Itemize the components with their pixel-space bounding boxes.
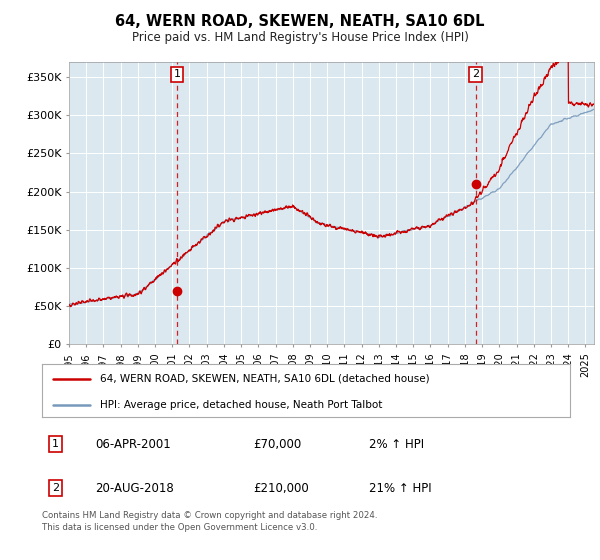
Text: Contains HM Land Registry data © Crown copyright and database right 2024.
This d: Contains HM Land Registry data © Crown c… bbox=[42, 511, 377, 531]
Text: £70,000: £70,000 bbox=[253, 438, 301, 451]
Text: 21% ↑ HPI: 21% ↑ HPI bbox=[370, 482, 432, 494]
Text: 1: 1 bbox=[173, 69, 181, 80]
Text: Price paid vs. HM Land Registry's House Price Index (HPI): Price paid vs. HM Land Registry's House … bbox=[131, 31, 469, 44]
Text: 1: 1 bbox=[52, 439, 59, 449]
Text: HPI: Average price, detached house, Neath Port Talbot: HPI: Average price, detached house, Neat… bbox=[100, 400, 382, 410]
Text: £210,000: £210,000 bbox=[253, 482, 309, 494]
Text: 06-APR-2001: 06-APR-2001 bbox=[95, 438, 170, 451]
Text: 64, WERN ROAD, SKEWEN, NEATH, SA10 6DL: 64, WERN ROAD, SKEWEN, NEATH, SA10 6DL bbox=[115, 14, 485, 29]
Text: 20-AUG-2018: 20-AUG-2018 bbox=[95, 482, 173, 494]
Text: 2% ↑ HPI: 2% ↑ HPI bbox=[370, 438, 424, 451]
Text: 64, WERN ROAD, SKEWEN, NEATH, SA10 6DL (detached house): 64, WERN ROAD, SKEWEN, NEATH, SA10 6DL (… bbox=[100, 374, 430, 384]
Text: 2: 2 bbox=[472, 69, 479, 80]
Text: 2: 2 bbox=[52, 483, 59, 493]
